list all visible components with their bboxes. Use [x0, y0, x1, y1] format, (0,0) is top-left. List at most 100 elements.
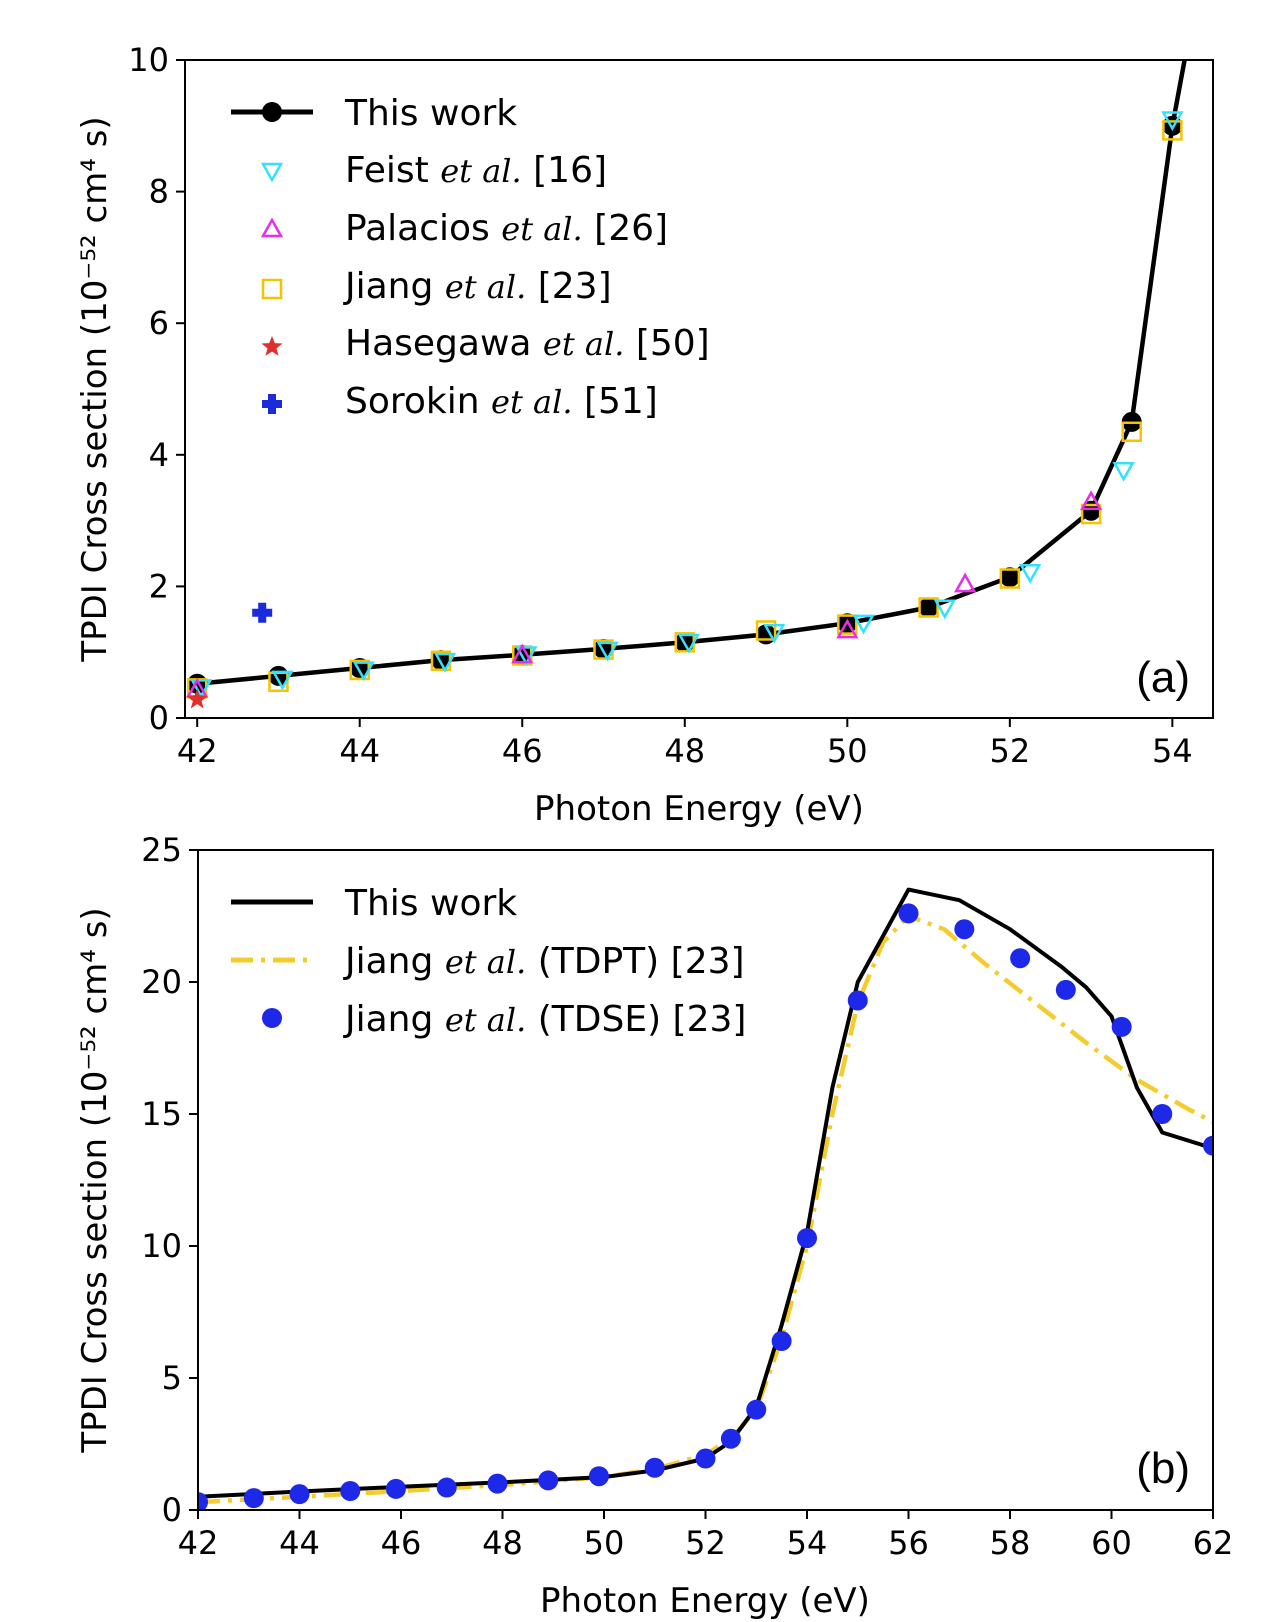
panel-b-ticks: 42 44 46 48 50 52 54 56 58 60 62 0 5 10 15 20 25: [141, 831, 1233, 1562]
y-tick-label: 10: [128, 41, 169, 79]
legend-a-this-work-label: This work: [344, 93, 517, 134]
tdse-point: [198, 1492, 208, 1510]
y-tick-label: 5: [162, 1359, 182, 1397]
jiang-point: [1121, 421, 1142, 443]
tdse-point: [487, 1473, 508, 1494]
legend-b-tdse-marker: [262, 1008, 282, 1028]
jiang-point: [918, 597, 939, 618]
legend-a-this-work-marker: [262, 102, 282, 122]
panel-a-legend: This work Feist et al. [16] Palacios et …: [231, 93, 710, 422]
tdse-point: [1055, 979, 1076, 1000]
jiang-point: [837, 614, 858, 635]
tdse-point: [1111, 1016, 1132, 1037]
x-tick-label: 58: [990, 1524, 1031, 1562]
legend-a-jiang-label: Jiang et al. [23]: [343, 266, 612, 307]
x-tick-label: 54: [787, 1524, 828, 1562]
panel-b-y-axis-label: TPDI Cross section (10⁻⁵² cm⁴ s): [75, 907, 115, 1453]
y-tick-label: 25: [141, 831, 182, 869]
feist-point: [933, 599, 956, 620]
tdse-point: [695, 1448, 716, 1469]
tdse-point: [847, 990, 868, 1011]
x-tick-label: 48: [482, 1524, 523, 1562]
x-tick-label: 50: [827, 732, 868, 770]
x-tick-label: 50: [584, 1524, 625, 1562]
y-tick-label: 6: [149, 304, 169, 342]
x-tick-label: 42: [177, 732, 218, 770]
panel-b-plot: [198, 887, 1213, 1510]
feist-point: [433, 652, 457, 673]
jiang-point: [1080, 503, 1102, 525]
y-tick-label: 0: [149, 699, 169, 737]
y-tick-label: 0: [162, 1491, 182, 1529]
feist-point: [763, 623, 786, 644]
legend-b-tdpt-label: Jiang et al. (TDPT) [23]: [343, 941, 745, 982]
x-tick-label: 48: [664, 732, 705, 770]
feist-point: [677, 633, 700, 654]
legend-a-palacios-marker: [260, 217, 284, 238]
jiang-point: [1162, 120, 1183, 141]
x-tick-label: 54: [1152, 732, 1193, 770]
feist-point: [1019, 563, 1042, 584]
tdse-point: [771, 1331, 792, 1352]
tdse-point: [1203, 1135, 1213, 1156]
tdse-point: [898, 903, 919, 924]
x-tick-label: 46: [502, 732, 543, 770]
legend-a-hasegawa-marker: [261, 336, 283, 356]
legend-a-feist-marker: [260, 162, 284, 183]
panel-a-frame: [184, 59, 1214, 719]
legend-a-jiang-marker: [261, 278, 283, 300]
feist-point: [190, 679, 213, 699]
feist-point: [852, 614, 875, 635]
feist-point: [1112, 462, 1135, 482]
feist-point: [352, 661, 375, 682]
panel-a-tag: (a): [1136, 653, 1190, 702]
palacios-point: [1079, 490, 1103, 511]
feist-point: [1161, 111, 1184, 132]
y-tick-label: 15: [141, 1095, 182, 1133]
jiang-point: [999, 568, 1021, 589]
x-tick-label: 52: [685, 1524, 726, 1562]
this-work-point: [999, 567, 1020, 588]
x-tick-label: 46: [381, 1524, 422, 1562]
this-work-point: [1162, 115, 1183, 136]
y-tick-label: 4: [149, 436, 169, 474]
x-tick-label: 56: [888, 1524, 929, 1562]
tdse-point: [1152, 1104, 1173, 1124]
feist-point: [515, 646, 538, 667]
y-tick-label: 20: [141, 963, 182, 1001]
panel-b-legend: This work Jiang et al. (TDPT) [23] Jiang…: [231, 883, 746, 1040]
x-tick-label: 42: [178, 1524, 219, 1562]
this-work-point: [918, 597, 939, 618]
y-tick-label: 2: [149, 567, 169, 605]
panel-b-tag: (b): [1136, 1444, 1190, 1493]
tdse-point: [340, 1480, 361, 1501]
y-tick-label: 10: [141, 1227, 182, 1265]
feist-point: [271, 670, 294, 691]
panel-a-x-axis-label: Photon Energy (eV): [534, 789, 864, 829]
x-tick-label: 52: [989, 732, 1030, 770]
panel-b: 42 44 46 48 50 52 54 56 58 60 62 0 5 10 15 20 25 Photon …: [75, 831, 1233, 1621]
legend-b-tdse-label: Jiang et al. (TDSE) [23]: [343, 999, 746, 1040]
tdse-point: [954, 919, 975, 940]
sorokin-point: [252, 602, 273, 623]
y-tick-label: 8: [149, 173, 169, 211]
palacios-point: [954, 572, 977, 593]
tdse-point: [538, 1470, 559, 1491]
legend-b-this-work-label: This work: [344, 883, 517, 924]
tdse-point: [644, 1457, 665, 1478]
tdse-point: [436, 1477, 457, 1498]
panel-a-y-axis-label: TPDI Cross section (10⁻⁵² cm⁴ s): [75, 116, 115, 662]
x-tick-label: 60: [1091, 1524, 1132, 1562]
feist-point: [596, 641, 619, 662]
legend-a-sorokin-label: Sorokin et al. [51]: [345, 381, 658, 422]
tdse-point: [588, 1466, 609, 1487]
tdse-point: [797, 1228, 817, 1249]
tdse-point: [720, 1428, 741, 1449]
x-tick-label: 62: [1193, 1524, 1234, 1562]
legend-a-hasegawa-label: Hasegawa et al. [50]: [345, 323, 710, 364]
hasegawa-point: [186, 688, 208, 709]
tdse-point: [289, 1484, 310, 1505]
